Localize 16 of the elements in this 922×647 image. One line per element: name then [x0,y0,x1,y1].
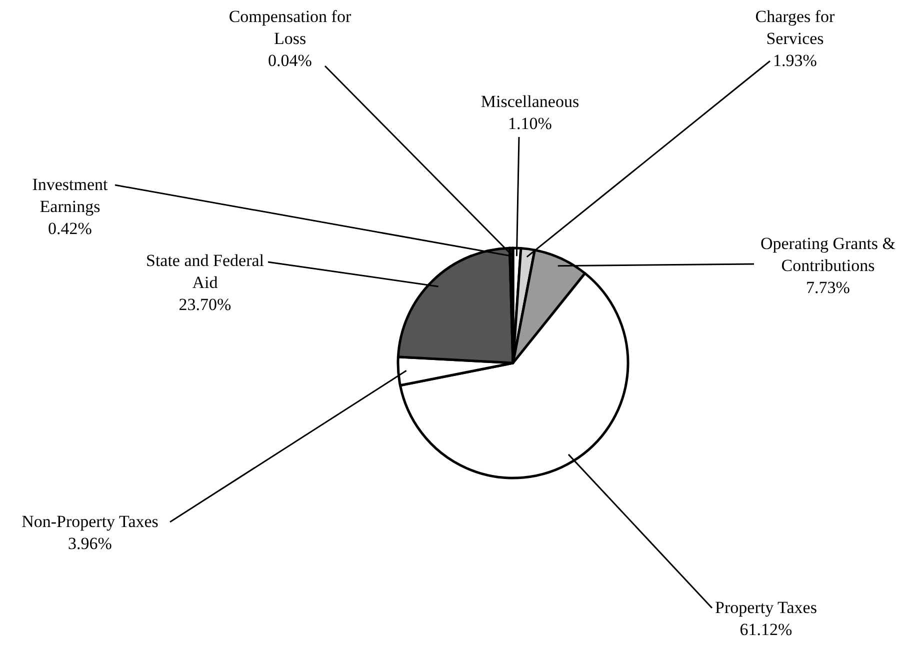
slice-label: Property Taxes [715,598,817,617]
data-label: 23.70% [178,295,232,314]
data-label: 3.96% [68,534,112,553]
data-label: 7.73% [806,278,850,297]
slice-label: Non-Property Taxes [22,512,158,531]
slice-label: State and Federal Aid [146,251,264,292]
slice-label: Investment Earnings [32,175,108,216]
slice-label: Charges for Services [755,7,836,48]
data-label: 0.04% [268,51,312,70]
slice-label: Operating Grants & Contributions [760,234,896,275]
slice-label: Miscellaneous [480,92,580,111]
data-label: 1.93% [773,51,817,70]
data-label: 1.10% [508,114,552,133]
slice-label: Compensation for Loss [228,7,352,48]
data-label: 61.12% [740,620,792,639]
data-label: 0.42% [48,219,92,238]
